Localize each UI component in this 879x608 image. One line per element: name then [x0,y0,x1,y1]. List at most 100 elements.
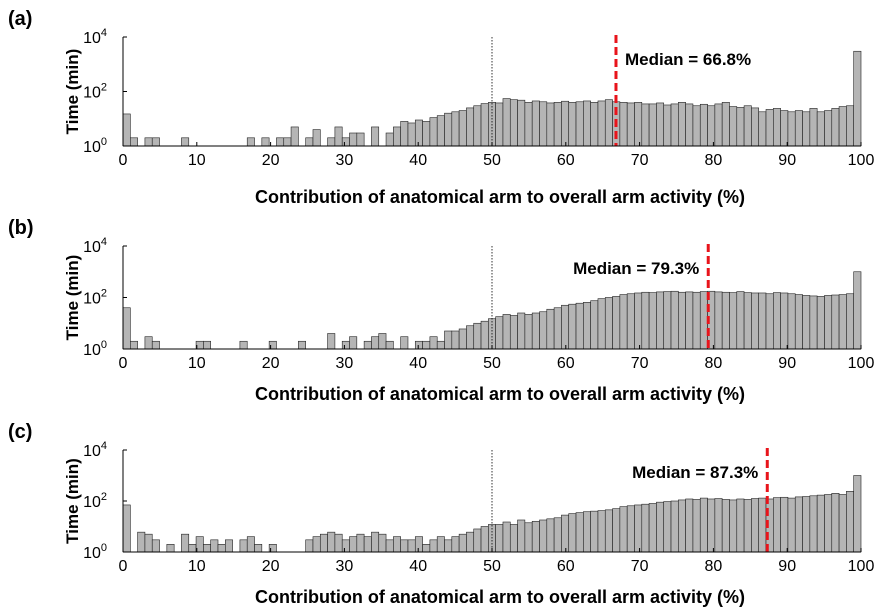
histogram-bar [604,509,613,553]
x-tick-label: 20 [262,355,280,372]
histogram-bar [414,340,423,350]
x-tick-label: 50 [483,558,501,575]
histogram-bar [480,526,489,553]
histogram-bar [780,496,789,553]
histogram-bar [356,132,365,147]
histogram-bar [385,132,394,147]
histogram-bar [539,519,548,553]
histogram-bar [670,103,679,147]
x-tick-label: 70 [631,152,649,169]
histogram-bar [809,108,818,147]
histogram-bar [809,295,818,350]
histogram-bar [553,102,562,147]
histogram-bar [729,106,738,147]
histogram-bar [597,298,606,350]
panel-label: (c) [8,421,32,443]
histogram-bar [327,333,336,350]
histogram-bar [656,291,665,350]
histogram-bar [546,102,555,147]
histogram-bar [663,104,672,147]
histogram-bar [217,544,226,553]
x-tick-label: 30 [336,355,354,372]
histogram-bar [765,109,774,147]
histogram-bar [678,102,686,147]
histogram-bar [568,513,577,553]
histogram-bar [692,499,701,553]
histogram-bar [751,498,760,553]
histogram-bar [802,496,811,553]
chart-panel-3: (c) Median = 87.3% 0 10 20 30 40 50 60 70 80 90 100 1… [8,421,874,607]
histogram-bar [707,105,716,147]
histogram-bar [561,514,570,553]
histogram-bar [422,121,431,147]
histogram-bar [575,101,584,147]
histogram-bar [517,99,526,147]
histogram-bar [502,521,511,553]
histogram-bar [765,293,774,350]
histogram-bar [407,122,416,147]
histogram-bar [641,503,650,553]
y-tick-label: 102 [83,82,107,102]
histogram-bar [612,508,621,553]
histogram-bar [363,340,372,350]
histogram-bar [393,536,401,553]
histogram-bar [466,325,475,350]
y-axis-label: Time (min) [63,255,82,341]
histogram-bar [444,112,453,147]
histogram-bar [509,524,518,553]
histogram-bar [648,503,657,553]
histogram-bar [553,307,562,350]
histogram-bar [319,533,328,553]
histogram-bar [714,291,723,350]
histogram-bar [824,494,833,553]
histogram-bar [561,304,570,350]
histogram-bar [327,137,336,147]
x-tick-label: 40 [409,558,427,575]
histogram-bar [714,103,723,147]
x-tick-label: 10 [188,355,206,372]
histogram-bar [298,340,306,350]
histogram-bar [429,336,438,350]
histogram-bar [312,129,321,147]
histogram-bar [590,510,599,553]
histogram-bar [824,295,833,350]
x-tick-label: 10 [188,558,206,575]
histogram-bar [122,113,131,147]
histogram-bar [246,137,255,147]
histogram-bar [619,294,628,350]
histogram-bar [853,50,862,147]
y-tick-label: 100 [83,542,107,562]
x-tick-label: 60 [557,558,575,575]
histogram-bar [531,520,540,553]
histogram-bar [816,296,825,350]
histogram-bar [802,295,811,350]
histogram-bar [356,533,365,553]
histogram-bar [502,314,511,350]
histogram-bar [422,340,431,350]
y-tick-label: 104 [83,236,107,256]
histogram-bar [714,498,723,553]
histogram-bar [414,119,423,147]
histogram-bar [590,102,599,147]
histogram-bar [648,292,657,350]
histogram-bar [736,498,745,553]
histogram-bar [524,314,533,350]
histogram-bar [568,303,577,350]
histogram-bar [831,108,840,147]
x-tick-label: 0 [119,152,128,169]
y-axis-label: Time (min) [63,458,82,544]
histogram-bar [276,137,285,147]
histogram-bar [130,137,138,147]
histogram-bar [721,499,730,553]
histogram-bar [290,126,299,147]
histogram-bar [546,308,555,350]
histogram-bar [685,291,694,350]
histogram-bar [736,291,745,350]
histogram-bar [663,501,672,553]
histogram-bar [327,531,336,553]
histogram-bar [283,137,292,147]
histogram-bar [597,100,606,147]
histogram-bar [751,107,760,147]
x-axis-label: Contribution of anatomical arm to overal… [255,384,745,404]
